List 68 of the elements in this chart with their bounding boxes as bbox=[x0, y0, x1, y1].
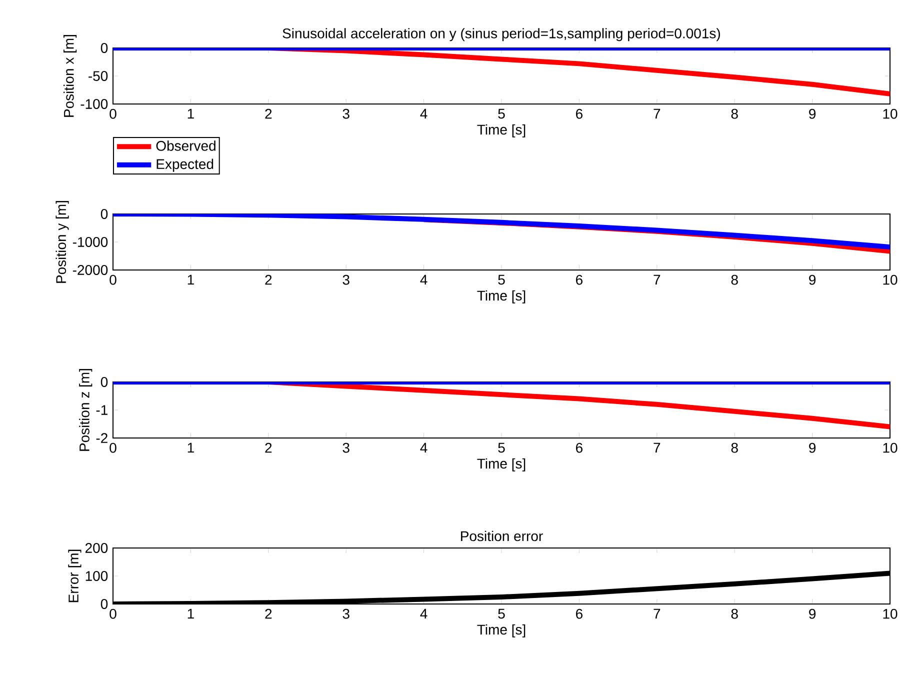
x-tick-label: 6 bbox=[576, 608, 582, 619]
x-tick-label: 2 bbox=[265, 274, 272, 285]
x-tick-label: 1 bbox=[188, 442, 194, 453]
x-tick-label: 4 bbox=[420, 108, 428, 119]
x-tick-label: 0 bbox=[110, 274, 116, 285]
y-tick-label: 200 bbox=[85, 543, 108, 553]
y-tick-label: 100 bbox=[86, 571, 108, 581]
x-tick-label: 0 bbox=[110, 442, 116, 453]
x-tick-label: 1 bbox=[188, 108, 194, 119]
x-tick-label: 3 bbox=[342, 274, 350, 285]
x-tick-label: 0 bbox=[110, 608, 116, 619]
x-tick-label: 5 bbox=[498, 608, 505, 619]
x-axis-title: Time [s] bbox=[477, 458, 526, 472]
x-tick-label: 2 bbox=[265, 442, 272, 453]
x-tick-label: 8 bbox=[731, 442, 738, 453]
x-axis-title: Time [s] bbox=[477, 624, 526, 638]
x-tick-label: 2 bbox=[265, 608, 272, 619]
x-tick-label: 8 bbox=[731, 608, 738, 619]
y-tick-label: -2 bbox=[96, 433, 108, 443]
x-tick-label: 7 bbox=[654, 274, 660, 285]
y-axis-title: Position y [m] bbox=[56, 201, 69, 283]
chart-title: Position error bbox=[461, 530, 543, 542]
x-tick-label: 3 bbox=[342, 442, 350, 453]
x-tick-label: 6 bbox=[576, 108, 582, 119]
x-tick-label: 10 bbox=[883, 442, 898, 453]
x-tick-label: 8 bbox=[731, 274, 738, 285]
x-axis-title: Time [s] bbox=[477, 290, 526, 304]
x-tick-label: 5 bbox=[498, 108, 505, 119]
x-tick-label: 9 bbox=[809, 274, 816, 285]
x-tick-label: 10 bbox=[883, 608, 898, 619]
x-tick-label: 2 bbox=[265, 108, 272, 119]
x-tick-label: 4 bbox=[420, 442, 428, 453]
y-axis-title: Error [m] bbox=[68, 550, 82, 602]
x-tick-label: 3 bbox=[342, 108, 350, 119]
x-tick-label: 9 bbox=[809, 108, 816, 119]
x-tick-label: 9 bbox=[809, 608, 816, 619]
y-tick-label: -50 bbox=[88, 71, 108, 81]
y-tick-label: 0 bbox=[100, 599, 108, 609]
x-tick-label: 1 bbox=[188, 274, 194, 285]
legend-label: Observed bbox=[156, 140, 216, 151]
x-tick-label: 10 bbox=[883, 108, 898, 119]
x-tick-label: 7 bbox=[654, 608, 660, 619]
y-tick-label: 0 bbox=[100, 209, 108, 219]
legend-label: Expected bbox=[156, 158, 214, 172]
y-axis-title: Position x [m] bbox=[64, 35, 77, 117]
x-tick-label: 5 bbox=[498, 442, 505, 453]
x-tick-label: 1 bbox=[188, 608, 194, 619]
x-tick-label: 4 bbox=[420, 274, 428, 285]
x-tick-label: 7 bbox=[654, 108, 660, 119]
x-tick-label: 10 bbox=[883, 274, 898, 285]
y-axis-title: Position z [m] bbox=[79, 369, 92, 451]
x-tick-label: 6 bbox=[576, 274, 582, 285]
y-tick-label: 0 bbox=[100, 43, 108, 53]
x-tick-label: 9 bbox=[809, 442, 816, 453]
x-tick-label: 6 bbox=[576, 442, 582, 453]
y-tick-label: -1 bbox=[96, 405, 108, 415]
x-axis-title: Time [s] bbox=[477, 124, 526, 138]
x-tick-label: 0 bbox=[110, 108, 116, 119]
chart-title: Sinusoidal acceleration on y (sinus period=1s,sampling period=0.001s) bbox=[282, 28, 720, 42]
y-tick-label: -2000 bbox=[72, 265, 108, 275]
x-tick-label: 8 bbox=[731, 108, 738, 119]
x-tick-label: 4 bbox=[420, 608, 428, 619]
y-tick-label: 0 bbox=[100, 377, 108, 387]
x-tick-label: 5 bbox=[498, 274, 505, 285]
y-tick-label: -1000 bbox=[72, 237, 108, 247]
x-tick-label: 7 bbox=[654, 442, 660, 453]
y-tick-label: -100 bbox=[80, 99, 108, 109]
x-tick-label: 3 bbox=[342, 608, 350, 619]
